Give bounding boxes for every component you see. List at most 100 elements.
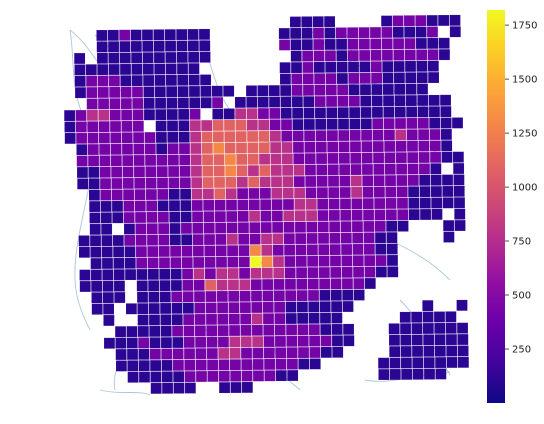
heatmap-cell [427,37,439,49]
heatmap-cell [454,219,466,232]
heatmap-cell [176,29,188,41]
heatmap-cell [352,266,365,278]
heatmap-cell [394,117,407,130]
heatmap-cell [132,120,144,132]
heatmap-cell [252,347,264,359]
heatmap-cell [319,301,331,313]
heatmap-cell [348,84,360,96]
heatmap-cell [446,356,458,369]
heatmap-cell [411,323,423,335]
heatmap-cell [215,245,227,257]
heatmap-cell [313,50,325,62]
heatmap-cell [364,266,376,278]
heatmap-cell [191,199,203,212]
heatmap-cell [165,51,177,64]
heatmap-cell [297,347,310,359]
heatmap-cell [121,132,133,144]
heatmap-cell [358,38,370,50]
heatmap-cell [329,244,341,256]
heatmap-cell [327,175,340,187]
heatmap-cell [426,26,439,38]
heatmap-cell [272,244,284,256]
heatmap-cell [260,221,272,234]
heatmap-cell [79,269,91,281]
heatmap-cell [131,52,143,64]
heatmap-cell [249,233,261,245]
heatmap-cell [419,208,432,221]
heatmap-cell [394,95,406,107]
heatmap-cell [404,26,416,38]
heatmap-cell [315,130,327,142]
heatmap-cell [250,290,263,302]
heatmap-cell [76,155,88,167]
heatmap-cell [195,348,207,360]
heatmap-cell [102,280,114,292]
heatmap-cell [286,335,298,347]
heatmap-cell [120,97,132,110]
heatmap-cell [167,143,179,155]
heatmap-cell [154,97,167,109]
heatmap-cell [338,141,350,153]
heatmap-cell [145,188,158,201]
heatmap-cell [212,131,225,143]
heatmap-cell [145,177,157,189]
heatmap-cell [314,107,327,119]
heatmap-cell [359,61,371,73]
heatmap-cell [161,371,173,383]
heatmap-cell [305,175,317,188]
heatmap-cell [374,209,386,221]
heatmap-cell [205,279,217,291]
heatmap-cell [236,153,248,166]
heatmap-cell [419,197,431,209]
heatmap-cell [124,257,136,269]
heatmap-cell [259,187,272,199]
heatmap-cell [181,257,193,269]
heatmap-cell [268,96,281,108]
heatmap-cell [330,266,342,279]
heatmap-cell [103,314,115,327]
heatmap-cell [182,291,194,303]
heatmap-cell [262,313,275,325]
heatmap-cell [224,131,236,143]
colorbar-tick-label: 1250 [512,129,537,140]
heatmap-cell [318,266,330,279]
heatmap-cell [325,73,337,85]
heatmap-cell [396,163,408,175]
heatmap-cell [331,323,343,336]
heatmap-cell [361,152,373,164]
heatmap-cell [157,188,169,201]
heatmap-cell [114,326,127,338]
heatmap-cell [211,85,223,97]
heatmap-cell [262,301,274,313]
heatmap-cell [405,83,417,95]
heatmap-cell [76,144,88,156]
heatmap-cell [198,28,211,40]
heatmap-cell [291,73,303,85]
heatmap-cell [385,186,397,198]
heatmap-cell [394,83,406,95]
heatmap-cell [324,50,337,62]
heatmap-cell [445,334,458,346]
heatmap-cell [154,86,166,98]
heatmap-cell [172,348,184,360]
heatmap-cell [223,108,235,120]
heatmap-cell [416,49,428,61]
heatmap-cell [227,267,239,280]
heatmap-cell [146,223,158,235]
heatmap-cell [386,254,399,267]
heatmap-cell [165,63,177,75]
heatmap-cell [258,130,270,142]
heatmap-cell [199,40,211,52]
heatmap-cell [327,164,339,176]
heatmap-cell [314,95,326,108]
heatmap-cell [217,325,229,337]
heatmap-cell [257,96,269,108]
heatmap-cell [372,152,385,164]
heatmap-cell [337,107,349,119]
heatmap-cell [107,41,120,53]
heatmap-cell [206,325,218,337]
heatmap-cell [400,345,412,358]
heatmap-cell [435,356,447,369]
heatmap-cell [312,16,324,28]
heatmap-cell [74,64,86,76]
